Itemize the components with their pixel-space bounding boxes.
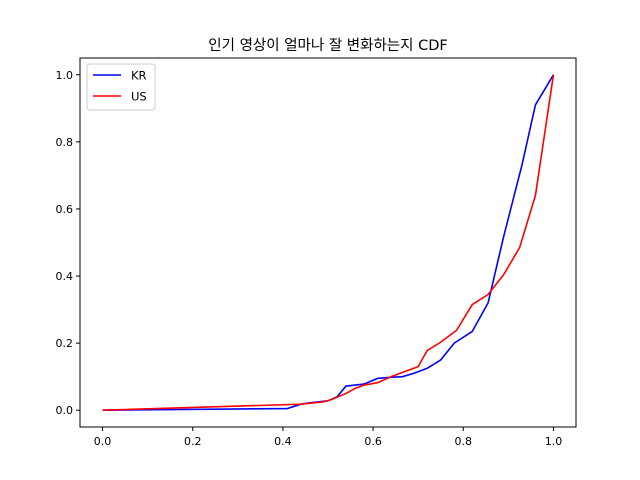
legend-label-kr: KR xyxy=(131,69,147,83)
x-tick-label-4: 0.8 xyxy=(455,435,473,448)
x-tick-label-2: 0.4 xyxy=(274,435,292,448)
x-tick-label-5: 1.0 xyxy=(545,435,563,448)
y-tick-label-2: 0.4 xyxy=(56,270,74,283)
x-tick-label-0: 0.0 xyxy=(94,435,112,448)
legend-label-us: US xyxy=(131,90,147,104)
series-line-kr xyxy=(102,74,555,412)
legend: KR US xyxy=(86,63,156,111)
x-axis: 0.0 0.2 0.4 0.6 0.8 1.0 xyxy=(94,427,562,448)
plot-area-frame xyxy=(79,57,577,428)
series-layer xyxy=(102,74,555,412)
x-tick-label-1: 0.2 xyxy=(184,435,202,448)
y-tick-label-3: 0.6 xyxy=(56,203,74,216)
y-tick-label-5: 1.0 xyxy=(56,69,74,82)
y-tick-label-4: 0.8 xyxy=(56,136,74,149)
y-tick-label-0: 0.0 xyxy=(56,404,74,417)
x-tick-label-3: 0.6 xyxy=(364,435,382,448)
y-axis: 0.0 0.2 0.4 0.6 0.8 1.0 xyxy=(56,69,80,417)
y-tick-label-1: 0.2 xyxy=(56,337,74,350)
chart-title: 인기 영상이 얼마나 잘 변화하는지 CDF xyxy=(208,37,447,54)
series-line-us xyxy=(102,74,555,412)
